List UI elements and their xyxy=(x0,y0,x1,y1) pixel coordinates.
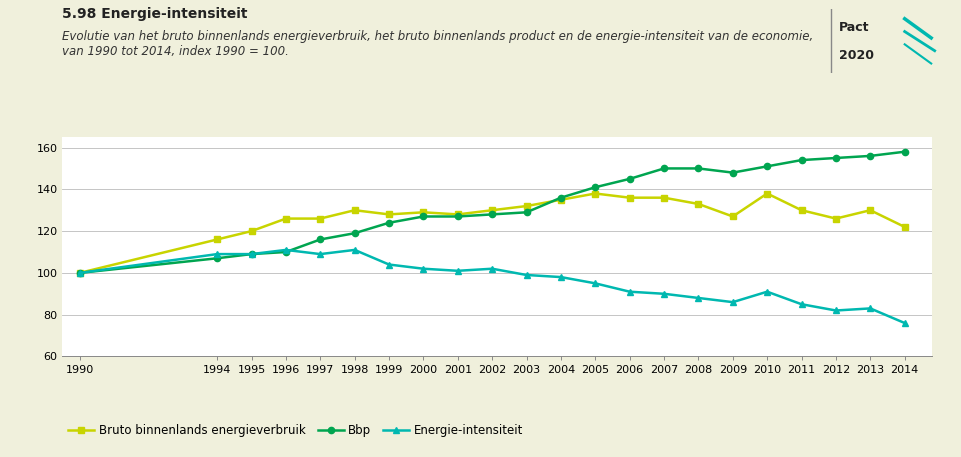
Bruto binnenlands energieverbruik xyxy=(281,216,292,221)
Bruto binnenlands energieverbruik xyxy=(74,270,86,276)
Bbp xyxy=(418,214,430,219)
Bruto binnenlands energieverbruik xyxy=(830,216,842,221)
Bbp xyxy=(74,270,86,276)
Energie-intensiteit xyxy=(830,308,842,313)
Bruto binnenlands energieverbruik xyxy=(383,212,395,217)
Energie-intensiteit xyxy=(486,266,498,271)
Energie-intensiteit xyxy=(314,251,326,257)
Line: Bruto binnenlands energieverbruik: Bruto binnenlands energieverbruik xyxy=(77,191,908,276)
Bruto binnenlands energieverbruik xyxy=(693,201,704,207)
Energie-intensiteit xyxy=(74,270,86,276)
Bbp xyxy=(314,237,326,242)
Energie-intensiteit xyxy=(589,281,601,286)
Bruto binnenlands energieverbruik xyxy=(796,207,807,213)
Bruto binnenlands energieverbruik xyxy=(589,191,601,196)
Bbp xyxy=(796,157,807,163)
Bbp xyxy=(349,230,360,236)
Bbp xyxy=(693,166,704,171)
Energie-intensiteit xyxy=(521,272,532,278)
Energie-intensiteit xyxy=(727,299,739,305)
Bbp xyxy=(624,176,635,181)
Bruto binnenlands energieverbruik xyxy=(246,228,258,234)
Bbp xyxy=(211,255,223,261)
Energie-intensiteit xyxy=(281,247,292,253)
Energie-intensiteit xyxy=(246,251,258,257)
Bruto binnenlands energieverbruik xyxy=(486,207,498,213)
Text: 5.98 Energie-intensiteit: 5.98 Energie-intensiteit xyxy=(62,7,248,21)
Text: Evolutie van het bruto binnenlands energieverbruik, het bruto binnenlands produc: Evolutie van het bruto binnenlands energ… xyxy=(62,30,814,58)
Bruto binnenlands energieverbruik xyxy=(865,207,876,213)
Energie-intensiteit xyxy=(452,268,463,274)
Bruto binnenlands energieverbruik xyxy=(349,207,360,213)
Bbp xyxy=(830,155,842,161)
Bruto binnenlands energieverbruik xyxy=(727,214,739,219)
Energie-intensiteit xyxy=(761,289,773,294)
Line: Energie-intensiteit: Energie-intensiteit xyxy=(77,247,908,326)
Bbp xyxy=(281,249,292,255)
Bbp xyxy=(486,212,498,217)
Bbp xyxy=(899,149,910,154)
Energie-intensiteit xyxy=(383,262,395,267)
Energie-intensiteit xyxy=(693,295,704,301)
Bruto binnenlands energieverbruik xyxy=(314,216,326,221)
Energie-intensiteit xyxy=(658,291,670,297)
Bbp xyxy=(865,153,876,159)
Energie-intensiteit xyxy=(624,289,635,294)
Bbp xyxy=(452,214,463,219)
Bruto binnenlands energieverbruik xyxy=(624,195,635,201)
Bruto binnenlands energieverbruik xyxy=(555,197,567,202)
Bruto binnenlands energieverbruik xyxy=(521,203,532,209)
Energie-intensiteit xyxy=(865,306,876,311)
Bbp xyxy=(761,164,773,169)
Energie-intensiteit xyxy=(796,302,807,307)
Bbp xyxy=(589,185,601,190)
Bbp xyxy=(383,220,395,225)
Bbp xyxy=(521,210,532,215)
Bruto binnenlands energieverbruik xyxy=(452,212,463,217)
Bruto binnenlands energieverbruik xyxy=(899,224,910,230)
Energie-intensiteit xyxy=(418,266,430,271)
Bbp xyxy=(555,195,567,201)
Legend: Bruto binnenlands energieverbruik, Bbp, Energie-intensiteit: Bruto binnenlands energieverbruik, Bbp, … xyxy=(68,424,524,437)
Text: Pact: Pact xyxy=(839,21,870,33)
Text: 2020: 2020 xyxy=(839,49,874,62)
Energie-intensiteit xyxy=(349,247,360,253)
Bbp xyxy=(246,251,258,257)
Energie-intensiteit xyxy=(211,251,223,257)
Energie-intensiteit xyxy=(899,320,910,326)
Bruto binnenlands energieverbruik xyxy=(761,191,773,196)
Bbp xyxy=(658,166,670,171)
Bruto binnenlands energieverbruik xyxy=(658,195,670,201)
Bruto binnenlands energieverbruik xyxy=(211,237,223,242)
Bbp xyxy=(727,170,739,175)
Line: Bbp: Bbp xyxy=(77,149,908,276)
Bruto binnenlands energieverbruik xyxy=(418,210,430,215)
Energie-intensiteit xyxy=(555,274,567,280)
